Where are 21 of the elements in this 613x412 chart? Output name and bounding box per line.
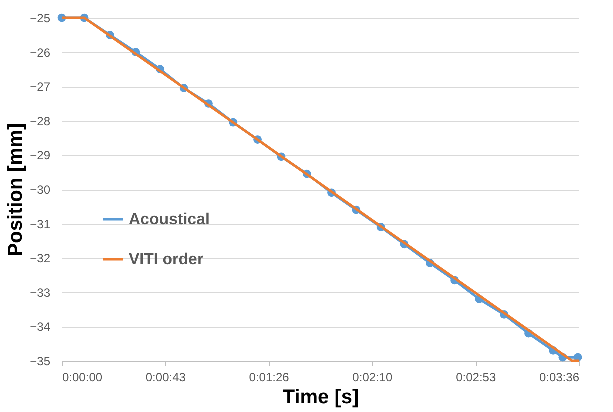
y-tick-label: −31 xyxy=(30,217,51,232)
x-tick-label: 0:00:00 xyxy=(62,370,103,384)
x-tick-label: 0:02:53 xyxy=(456,370,496,384)
legend-label: Acoustical xyxy=(129,212,210,228)
legend-label: VITI order xyxy=(129,252,204,268)
y-axis-title: Position [mm] xyxy=(5,123,28,257)
y-tick-label: −29 xyxy=(30,148,51,163)
x-tick-label: 0:02:10 xyxy=(352,370,394,384)
y-tick-label: −27 xyxy=(30,80,51,94)
y-tick-label: −25 xyxy=(30,12,51,26)
y-tick-label: −30 xyxy=(30,183,51,197)
y-tick-label: −28 xyxy=(30,114,51,128)
y-tick-label: −33 xyxy=(30,286,51,300)
y-tick-label: −32 xyxy=(30,252,51,266)
x-tick-label: 0:01:26 xyxy=(249,370,290,384)
y-tick-label: −34 xyxy=(30,320,51,334)
y-tick-label: −26 xyxy=(30,46,51,60)
x-tick-label: 0:03:36 xyxy=(539,370,580,384)
y-tick-label: −35 xyxy=(30,354,51,368)
x-axis-title: Time [s] xyxy=(282,386,360,408)
x-tick-label: 0:00:43 xyxy=(146,370,186,384)
